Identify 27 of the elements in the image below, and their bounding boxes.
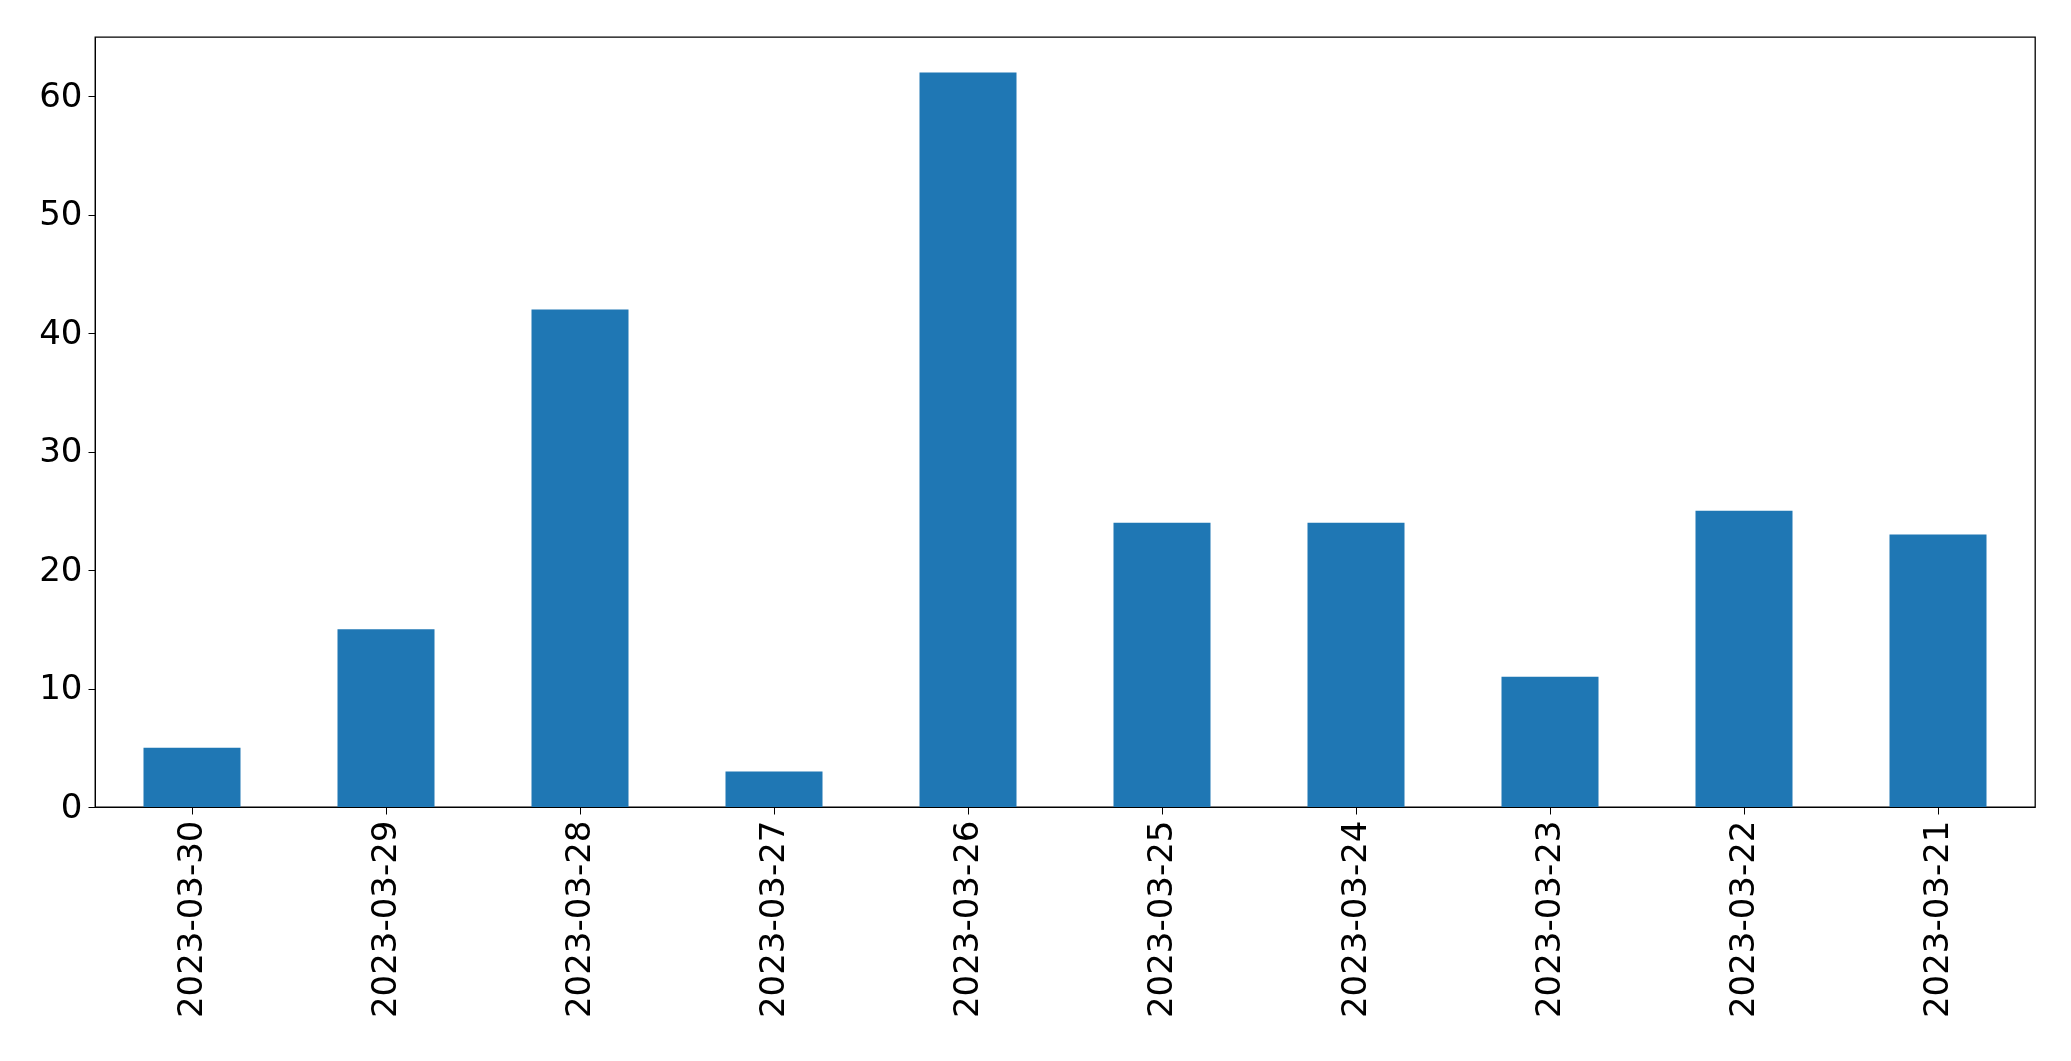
bar [1501,676,1599,807]
y-tick-label: 20 [39,548,83,589]
bar [725,771,823,807]
bar [531,309,629,807]
x-tick-label: 2023-03-26 [946,820,986,1019]
x-tick-label: 2023-03-25 [1140,820,1180,1019]
x-tick-label: 2023-03-29 [364,820,404,1019]
bar [143,747,241,807]
x-tick-label: 2023-03-30 [170,820,210,1019]
x-tick-label: 2023-03-22 [1722,820,1762,1019]
x-tick-label: 2023-03-21 [1916,820,1956,1019]
bar [1889,534,1987,807]
y-tick-label: 50 [39,193,83,234]
bar [337,629,435,807]
y-tick-label: 0 [60,785,83,826]
x-tick-label: 2023-03-27 [752,820,792,1019]
x-tick-label: 2023-03-24 [1334,820,1374,1019]
y-tick-label: 10 [39,667,83,708]
y-tick-label: 60 [39,74,83,115]
bar [1113,522,1211,807]
x-tick-label: 2023-03-28 [558,820,598,1019]
bar [1307,522,1405,807]
bar [1695,510,1793,807]
y-tick-label: 30 [39,430,83,471]
y-tick-label: 40 [39,311,83,352]
bar [919,72,1017,807]
x-tick-label: 2023-03-23 [1528,820,1568,1019]
